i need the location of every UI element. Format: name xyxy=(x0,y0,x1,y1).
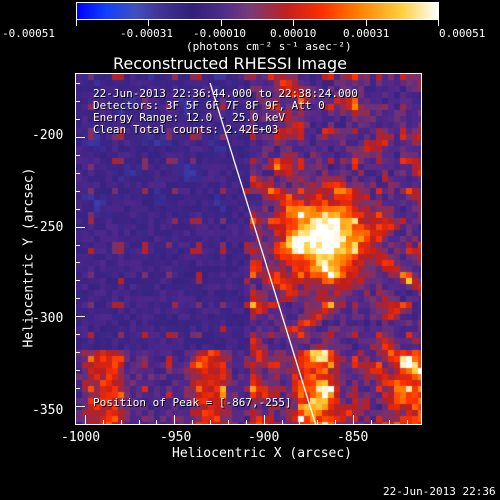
x-minor-tick xyxy=(156,420,158,424)
x-minor-tick xyxy=(138,420,140,424)
colorbar-tick xyxy=(438,20,439,26)
plot-frame-bottom xyxy=(75,424,422,425)
x-major-tick xyxy=(353,415,355,424)
y-minor-tick xyxy=(76,118,80,120)
solar-limb-line xyxy=(209,82,317,424)
x-minor-tick xyxy=(210,420,212,424)
x-minor-tick xyxy=(388,420,390,424)
y-minor-tick xyxy=(76,190,80,192)
peak-position-label: Position of Peak = [-867,-255] xyxy=(93,396,292,409)
x-minor-tick xyxy=(102,420,104,424)
x-minor-tick xyxy=(299,420,301,424)
x-major-tick xyxy=(84,415,86,424)
y-axis-label: Heliocentric Y (arcsec) xyxy=(21,167,37,348)
x-minor-tick xyxy=(317,420,319,424)
info-line-energy-range: Energy Range: 12.0 - 25.0 keV xyxy=(93,111,286,124)
y-minor-tick xyxy=(76,406,80,408)
info-line-clean-counts: Clean Total counts: 2.42E+03 xyxy=(93,123,279,136)
y-tick-label: -200 xyxy=(32,128,64,143)
y-minor-tick xyxy=(76,352,80,354)
y-minor-tick xyxy=(76,136,80,138)
x-major-tick xyxy=(263,415,265,424)
colorbar-tick-label: 0.00031 xyxy=(343,27,390,40)
y-minor-tick xyxy=(76,154,80,156)
x-minor-tick xyxy=(245,420,247,424)
limb-overlay xyxy=(209,82,317,424)
colorbar-tick xyxy=(76,20,77,26)
plot-frame-left xyxy=(75,74,76,425)
y-minor-tick xyxy=(76,316,80,318)
colorbar-tick xyxy=(221,20,222,26)
colorbar-unit-label: (photons cm⁻² s⁻¹ asec⁻²) xyxy=(186,40,352,53)
colorbar xyxy=(76,2,439,20)
x-minor-tick xyxy=(335,420,337,424)
y-minor-tick xyxy=(76,172,80,174)
x-minor-tick xyxy=(192,420,194,424)
x-minor-tick xyxy=(370,420,372,424)
x-minor-tick xyxy=(227,420,229,424)
plot-title: Reconstructed RHESSI Image xyxy=(113,54,347,73)
heatmap-plot-area: 22-Jun-2013 22:36:44.000 to 22:38:24.000… xyxy=(76,74,421,424)
x-minor-tick xyxy=(281,420,283,424)
y-minor-tick xyxy=(76,280,80,282)
colorbar-tick xyxy=(293,20,294,26)
y-tick-label: -250 xyxy=(32,220,64,235)
y-minor-tick xyxy=(76,262,80,264)
y-minor-tick xyxy=(76,334,80,336)
x-minor-tick xyxy=(353,420,355,424)
y-major-tick xyxy=(76,406,85,408)
x-minor-tick xyxy=(406,420,408,424)
plot-frame-top xyxy=(75,73,422,74)
y-major-tick xyxy=(76,226,85,228)
x-tick-label: -900 xyxy=(248,430,280,445)
info-line-time-range: 22-Jun-2013 22:36:44.000 to 22:38:24.000 xyxy=(93,87,358,100)
footer-timestamp: 22-Jun-2013 22:36 xyxy=(383,485,496,498)
colorbar-tick-label: -0.00010 xyxy=(193,27,246,40)
y-major-tick xyxy=(76,316,85,318)
x-minor-tick xyxy=(120,420,122,424)
y-minor-tick xyxy=(76,370,80,372)
x-major-tick xyxy=(174,415,176,424)
x-tick-label: -850 xyxy=(337,430,369,445)
x-minor-tick xyxy=(263,420,265,424)
y-tick-label: -300 xyxy=(32,311,64,326)
colorbar-tick-label: -0.00031 xyxy=(120,27,173,40)
y-minor-tick xyxy=(76,82,80,84)
y-minor-tick xyxy=(76,298,80,300)
y-minor-tick xyxy=(76,226,80,228)
y-minor-tick xyxy=(76,388,80,390)
heatmap-image xyxy=(76,74,421,424)
y-minor-tick xyxy=(76,208,80,210)
y-major-tick xyxy=(76,136,85,138)
y-tick-label: -350 xyxy=(32,403,64,418)
x-tick-label: -1000 xyxy=(61,430,101,445)
x-tick-label: -950 xyxy=(160,430,192,445)
plot-frame-right xyxy=(421,73,422,425)
info-line-detectors: Detectors: 3F 5F 6F 7F 8F 9F, Att 0 xyxy=(93,99,325,112)
x-minor-tick xyxy=(174,420,176,424)
colorbar-tick-label: 0.00010 xyxy=(270,27,317,40)
y-minor-tick xyxy=(76,100,80,102)
colorbar-tick xyxy=(366,20,367,26)
colorbar-tick-label: 0.00051 xyxy=(439,27,486,40)
x-axis-label: Heliocentric X (arcsec) xyxy=(172,446,353,461)
y-minor-tick xyxy=(76,244,80,246)
colorbar-tick-label: -0.00051 xyxy=(2,27,55,40)
colorbar-tick xyxy=(148,20,149,26)
